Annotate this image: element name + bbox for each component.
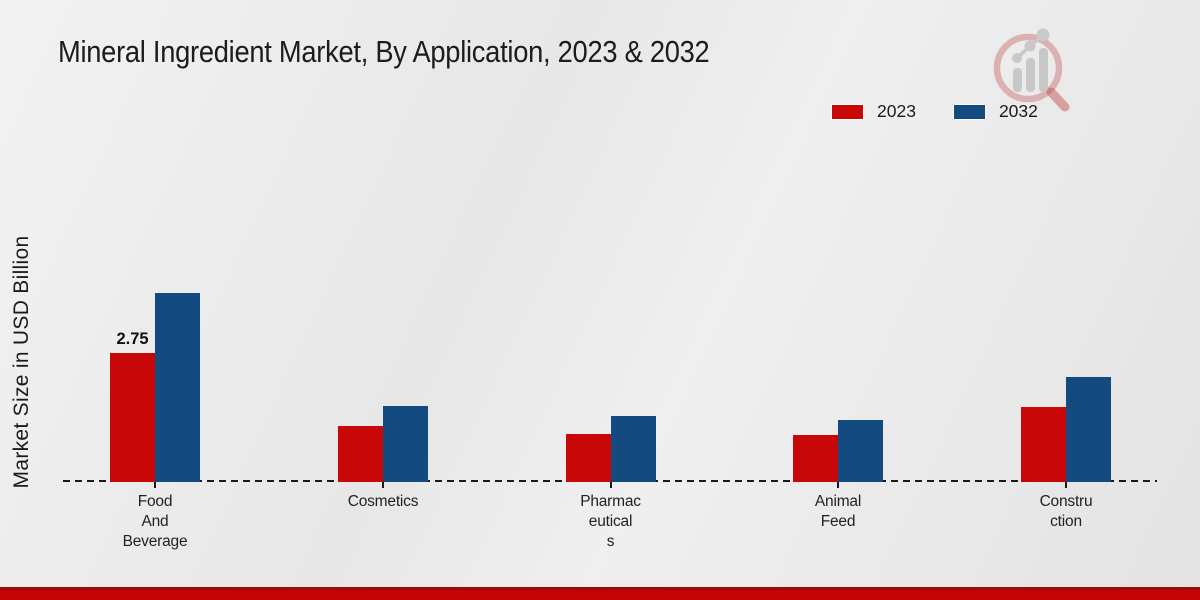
category-label-line: Food [137, 493, 173, 510]
category-label-animal-feed: Animal Feed [748, 492, 928, 532]
legend-item-2032: 2032 [953, 101, 1038, 122]
bar-2032-cosmetics [383, 406, 428, 482]
legend-label-2023: 2023 [877, 101, 916, 121]
axis-tick-food-and-beverage [154, 482, 156, 488]
bar-2023-food-and-beverage [110, 353, 155, 482]
category-label-line: Feed [820, 513, 856, 530]
category-label-pharmaceuticals: Pharmac eutical s [521, 492, 701, 552]
bar-2023-cosmetics [338, 426, 383, 482]
bar-2032-animal-feed [838, 420, 883, 482]
category-label-construction: Constru ction [976, 492, 1156, 532]
legend-swatch-2032 [953, 104, 985, 119]
legend-item-2023: 2023 [832, 101, 916, 122]
category-label-line: Cosmetics [347, 493, 419, 510]
chart-title: Mineral Ingredient Market, By Applicatio… [58, 34, 710, 69]
axis-tick-animal-feed [837, 482, 839, 488]
legend-swatch-2023 [832, 104, 863, 119]
category-label-line: ction [1050, 513, 1082, 530]
bar-2032-food-and-beverage [155, 293, 200, 482]
magnifier-bar-chart-logo-icon [993, 28, 1070, 112]
legend-label-2032: 2032 [998, 101, 1038, 121]
bar-2023-animal-feed [793, 435, 838, 482]
bar-2032-pharmaceuticals [610, 416, 656, 482]
legend: 2023 2032 [832, 101, 1038, 122]
category-label-cosmetics: Cosmetics [293, 492, 473, 512]
category-label-line: Animal [814, 493, 862, 510]
axis-tick-construction [1065, 482, 1067, 488]
bar-2032-construction [1066, 377, 1111, 482]
axis-tick-pharmaceuticals [609, 482, 612, 488]
category-label-food-and-beverage: Food And Beverage [65, 492, 245, 552]
bar-value-label: 2.75 [116, 330, 149, 348]
bar-2023-pharmaceuticals [565, 434, 611, 482]
footer-band [0, 587, 1200, 600]
category-label-line: Beverage [122, 533, 188, 550]
category-label-line: s [606, 533, 615, 550]
bar-2023-construction [1021, 407, 1066, 482]
category-label-line: eutical [588, 513, 633, 530]
category-label-line: And [141, 513, 169, 530]
category-label-line: Pharmac [580, 493, 641, 510]
category-label-line: Constru [1039, 493, 1093, 510]
axis-tick-cosmetics [382, 482, 384, 488]
